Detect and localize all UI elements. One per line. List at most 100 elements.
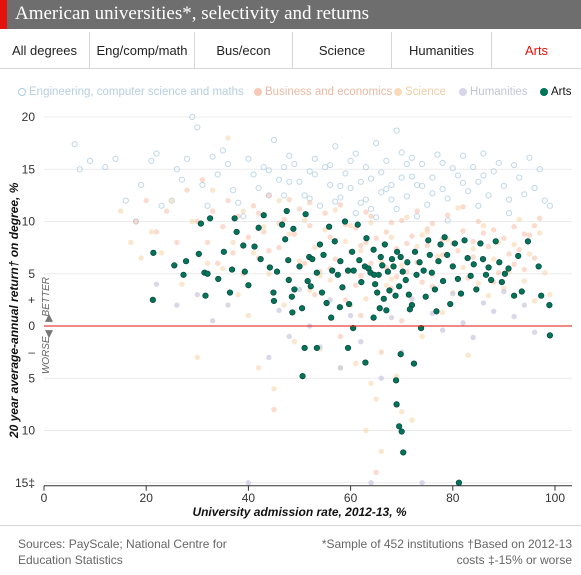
point-bus xyxy=(174,239,180,246)
point-hum xyxy=(439,327,446,333)
point-eng xyxy=(327,181,334,189)
point-sci xyxy=(189,218,195,225)
point-arts xyxy=(345,300,353,308)
point-arts xyxy=(233,228,240,236)
point-eng xyxy=(403,193,410,200)
point-bus xyxy=(536,215,543,222)
point-arts xyxy=(384,268,392,275)
point-arts xyxy=(266,264,273,271)
point-bus xyxy=(399,318,405,324)
point-hum xyxy=(347,312,354,319)
point-sci xyxy=(358,248,364,254)
point-eng xyxy=(347,157,354,164)
point-arts xyxy=(290,225,297,232)
point-sci xyxy=(465,352,471,358)
point-bus xyxy=(342,297,349,303)
point-eng xyxy=(449,165,456,172)
point-arts xyxy=(473,286,480,293)
point-arts xyxy=(150,249,157,256)
point-eng xyxy=(419,182,426,190)
point-eng xyxy=(378,189,385,196)
point-arts xyxy=(377,253,384,261)
tab-humanities[interactable]: Humanities xyxy=(392,32,492,68)
point-bus xyxy=(388,219,395,226)
point-arts xyxy=(316,241,324,248)
point-sci xyxy=(470,245,476,252)
point-arts xyxy=(437,241,444,248)
point-bus xyxy=(373,469,379,475)
point-arts xyxy=(416,259,423,266)
point-sci xyxy=(424,229,430,235)
point-bus xyxy=(414,208,420,214)
point-sci xyxy=(179,281,185,287)
point-eng xyxy=(357,199,364,206)
point-bus xyxy=(261,229,267,235)
point-bus xyxy=(327,234,333,240)
point-eng xyxy=(306,195,313,202)
point-arts xyxy=(482,271,490,278)
point-eng xyxy=(102,164,109,171)
point-arts xyxy=(397,253,404,261)
tab-eng-comp-math[interactable]: Eng/comp/math xyxy=(90,32,195,68)
point-bus xyxy=(475,218,482,225)
point-arts xyxy=(396,423,403,430)
point-eng xyxy=(362,196,370,203)
point-arts xyxy=(309,256,316,263)
point-eng xyxy=(475,178,482,185)
point-eng xyxy=(286,152,293,159)
point-sci xyxy=(439,309,446,316)
point-bus xyxy=(399,217,405,224)
y-tick-label: 5 xyxy=(28,371,35,385)
tab-bus-econ[interactable]: Bus/econ xyxy=(195,32,293,68)
better-label: BETTER xyxy=(41,277,52,316)
point-sci xyxy=(368,380,374,387)
title-accent xyxy=(0,0,7,29)
point-arts xyxy=(296,263,303,270)
point-bus xyxy=(184,187,190,193)
point-arts xyxy=(370,314,377,321)
point-eng xyxy=(465,188,472,195)
point-eng xyxy=(475,202,482,209)
notes-text: *Sample of 452 institutions †Based on 20… xyxy=(321,537,572,567)
x-axis-label: University admission rate, 2012-13, % xyxy=(192,505,406,519)
point-sci xyxy=(255,365,262,371)
point-arts xyxy=(406,306,413,313)
legend-dot-hum xyxy=(459,88,467,96)
point-arts xyxy=(524,238,532,245)
x-tick-label: 0 xyxy=(41,491,48,505)
point-bus xyxy=(163,208,170,214)
tab-arts[interactable]: Arts xyxy=(524,42,549,58)
point-arts xyxy=(455,479,463,486)
point-bus xyxy=(516,247,522,253)
footer-divider xyxy=(0,525,581,526)
point-eng xyxy=(229,187,237,194)
point-bus xyxy=(444,212,451,218)
point-sci xyxy=(261,224,267,230)
point-hum xyxy=(286,333,292,340)
point-eng xyxy=(112,155,119,162)
point-eng xyxy=(199,181,206,189)
point-arts xyxy=(270,297,278,305)
point-eng xyxy=(480,150,487,157)
point-bus xyxy=(358,273,364,279)
point-hum xyxy=(337,365,344,371)
tab-all-degrees[interactable]: All degrees xyxy=(0,32,90,68)
point-arts xyxy=(220,248,227,255)
point-bus xyxy=(460,228,466,234)
point-arts xyxy=(344,344,352,352)
point-eng xyxy=(388,196,395,203)
point-eng xyxy=(296,178,303,185)
point-arts xyxy=(320,251,327,259)
point-eng xyxy=(137,181,145,189)
sources-text: Sources: PayScale; National Centre for E… xyxy=(18,537,227,567)
x-tick-label: 60 xyxy=(344,491,358,505)
point-arts xyxy=(358,279,365,286)
point-arts xyxy=(245,282,252,289)
point-bus xyxy=(250,203,257,209)
point-eng xyxy=(291,160,298,168)
point-bus xyxy=(378,349,384,355)
tab-science[interactable]: Science xyxy=(293,32,392,68)
point-bus xyxy=(368,213,374,219)
point-hum xyxy=(368,480,374,486)
point-arts xyxy=(405,291,412,298)
